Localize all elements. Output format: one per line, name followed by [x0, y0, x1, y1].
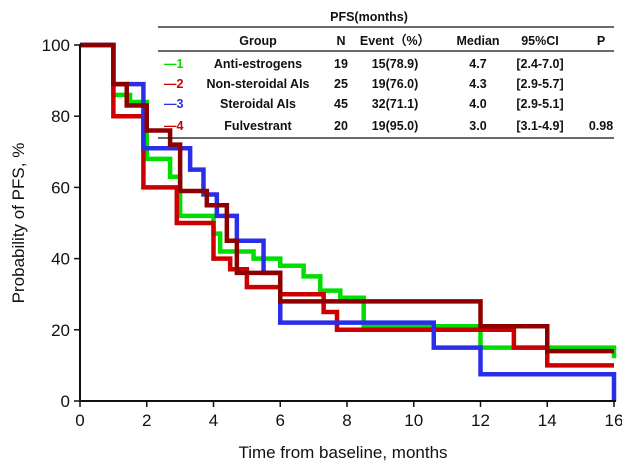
table-header: 95%CI [521, 34, 559, 48]
table-cell: Steroidal AIs [220, 97, 296, 111]
x-tick-label: 10 [404, 411, 423, 430]
y-tick-label: 100 [42, 36, 70, 55]
table-cell: 4.3 [469, 77, 486, 91]
x-tick-label: 6 [276, 411, 285, 430]
row-line-key: —4 [164, 119, 184, 133]
series-line-4 [80, 42, 614, 354]
x-tick-label: 8 [342, 411, 351, 430]
stats-table: PFS(months) Group N Event（%） Median 95%CI P —1 A… [158, 10, 614, 139]
x-tick-label: 16 [605, 411, 622, 430]
row-line-key: —1 [164, 57, 184, 71]
table-cell: 4.7 [469, 57, 486, 71]
y-tick-label: 80 [51, 107, 70, 126]
row-line-key: —2 [164, 77, 184, 91]
table-header: Event（%） [360, 33, 430, 48]
series-line-1 [80, 42, 617, 359]
x-tick-label: 0 [75, 411, 84, 430]
y-tick-label: 0 [61, 392, 70, 411]
series-line-2 [80, 42, 614, 368]
table-cell: [2.9-5.7] [516, 77, 563, 91]
x-tick-label: 4 [209, 411, 218, 430]
table-header: N [336, 34, 345, 48]
table-cell: [3.1-4.9] [516, 119, 563, 133]
table-title: PFS(months) [330, 10, 408, 24]
y-tick-label: 40 [51, 250, 70, 269]
table-cell: 15(78.9) [372, 57, 419, 71]
table-cell: Non-steroidal AIs [206, 77, 309, 91]
table-cell: 4.0 [469, 97, 486, 111]
table-cell: Fulvestrant [224, 119, 292, 133]
table-cell: 3.0 [469, 119, 486, 133]
table-cell: [2.4-7.0] [516, 57, 563, 71]
table-cell: 19(76.0) [372, 77, 419, 91]
table-cell: 25 [334, 77, 348, 91]
table-cell: Anti-estrogens [214, 57, 302, 71]
table-header: Median [456, 34, 499, 48]
x-axis-title: Time from baseline, months [238, 443, 447, 462]
table-cell: 0.98 [589, 119, 613, 133]
table-cell: 19(95.0) [372, 119, 419, 133]
x-tick-label: 12 [471, 411, 490, 430]
x-tick-label: 2 [142, 411, 151, 430]
row-line-key: —3 [164, 97, 184, 111]
table-header: Group [239, 34, 277, 48]
table-header: P [597, 34, 605, 48]
ticks: 0 2 4 6 8 10 12 14 16 0 20 40 60 80 100 [42, 36, 622, 430]
y-axis-title: Probability of PFS, % [9, 143, 28, 304]
table-cell: 20 [334, 119, 348, 133]
table-cell: 32(71.1) [372, 97, 419, 111]
y-tick-label: 60 [51, 178, 70, 197]
survival-curves [80, 42, 617, 401]
table-cell: 45 [334, 97, 348, 111]
table-cell: [2.9-5.1] [516, 97, 563, 111]
y-tick-label: 20 [51, 321, 70, 340]
table-cell: 19 [334, 57, 348, 71]
x-tick-label: 14 [538, 411, 557, 430]
